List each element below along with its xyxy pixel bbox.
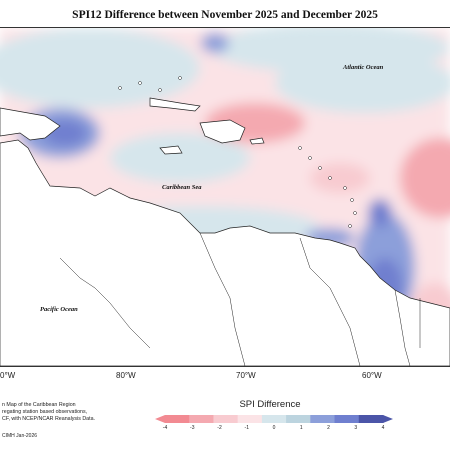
map-note: n Map of the Caribbean Region regating s… [2,402,122,423]
label-caribbean: Caribbean Sea [162,184,202,191]
lon-label: 80°W [116,371,136,380]
legend-swatch [237,415,263,423]
legend-arrow-left [155,415,165,423]
legend-swatch [261,415,287,423]
label-atlantic: Atlantic Ocean [343,64,384,71]
legend-tick-label: 4 [381,425,385,431]
lon-label: 60°W [362,371,382,380]
legend-tick-label: -1 [244,425,249,431]
country-borders [59,232,421,366]
legend-swatch [310,415,336,423]
note-line: n Map of the Caribbean Region [2,402,76,408]
legend-tick-label: 2 [327,425,330,431]
legend-tick-label: -4 [162,425,168,431]
legend-swatch [334,415,360,423]
legend-swatch [165,415,190,423]
map-title: SPI12 Difference between November 2025 a… [72,9,378,21]
lon-label: 70°W [236,371,256,380]
legend-title: SPI Difference [239,399,301,410]
legend-tick-label: -3 [190,425,195,431]
note-line: regating station based observations, [2,409,88,415]
legend-swatch [358,415,384,423]
map-area [0,27,450,367]
legend-colorbar [155,415,393,423]
legend-tick-label: 1 [299,425,303,431]
legend-tick-label: -2 [217,425,222,431]
lon-label: 0°W [0,371,16,380]
small-islands [118,76,357,228]
label-pacific: Pacific Ocean [40,306,78,313]
legend-tick-label: 3 [354,425,358,431]
legend-arrow-right [383,415,393,423]
legend-tick-label: 0 [272,425,276,431]
legend-swatch [213,415,239,423]
land-masses [0,97,450,366]
credit: CIMH Jan-2026 [2,433,38,439]
legend-swatch [286,415,311,423]
note-line: CF, with NCEP/NCAR Reanalysis Data. [2,416,96,422]
legend-swatch [189,415,214,423]
